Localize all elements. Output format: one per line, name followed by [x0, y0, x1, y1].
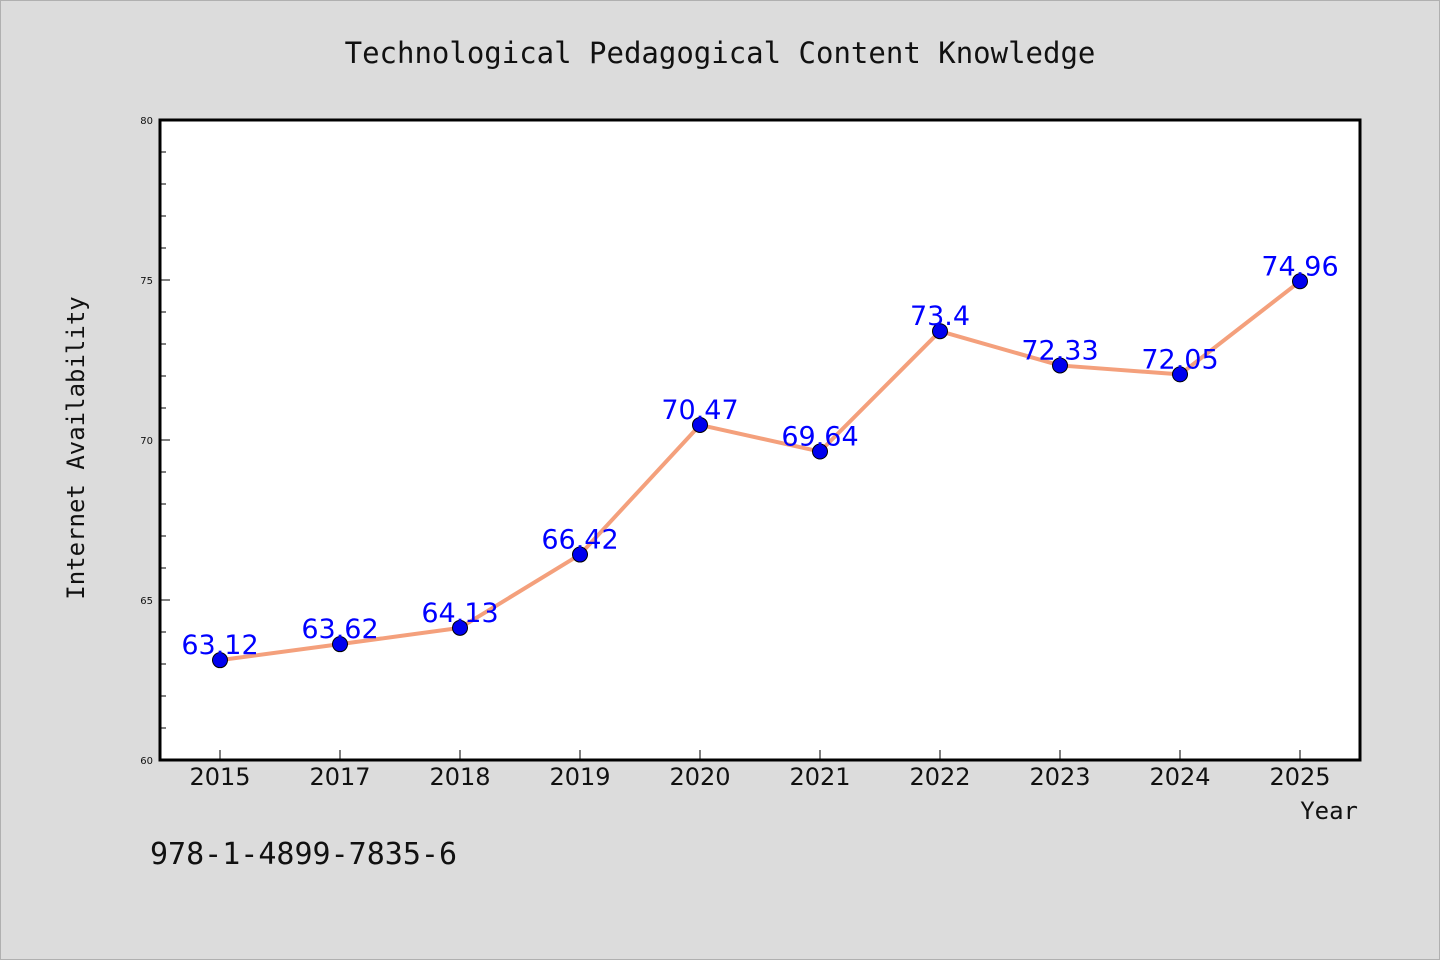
x-tick-label: 2022	[909, 763, 970, 791]
data-label: 66.42	[541, 525, 618, 556]
y-axis-label: Internet Availability	[62, 296, 90, 599]
data-point	[812, 443, 828, 460]
y-tick-label: 70	[140, 436, 153, 447]
y-tick-label: 75	[140, 276, 153, 287]
x-axis: 2015 2017 2018 2019 2020 2021 2022 2023 2024 2025	[189, 750, 1331, 791]
data-label: 63.62	[301, 614, 378, 645]
x-tick-label: 2019	[549, 763, 610, 791]
footer-isbn: 978-1-4899-7835-6	[150, 837, 457, 872]
x-axis-label: Year	[1300, 797, 1358, 825]
y-tick-label: 80	[140, 116, 153, 127]
y-tick-label: 65	[140, 596, 153, 607]
x-tick-label: 2024	[1149, 763, 1210, 791]
data-series: 63.12 63.62 64.13 66.42 70.47 69.64 73.4 72.33 7…	[181, 251, 1339, 669]
x-tick-label: 2018	[429, 763, 490, 791]
y-axis: 60 65 70 75 80	[140, 116, 170, 767]
data-point	[572, 546, 588, 563]
data-label: 70.47	[661, 395, 738, 426]
data-point	[1172, 366, 1188, 383]
x-tick-label: 2023	[1029, 763, 1090, 791]
x-tick-label: 2025	[1269, 763, 1330, 791]
x-tick-label: 2015	[189, 763, 250, 791]
x-tick-label: 2020	[669, 763, 730, 791]
chart-title: Technological Pedagogical Content Knowle…	[345, 36, 1096, 70]
data-point	[1292, 273, 1308, 290]
data-point	[692, 416, 708, 433]
data-point	[212, 652, 228, 669]
data-label: 72.33	[1021, 335, 1098, 366]
data-label: 64.13	[421, 598, 498, 629]
data-point	[932, 323, 948, 340]
data-point	[332, 636, 348, 653]
data-point	[452, 619, 468, 636]
x-tick-label: 2021	[789, 763, 850, 791]
data-label: 74.96	[1261, 251, 1338, 282]
data-label: 73.4	[910, 301, 970, 332]
x-tick-label: 2017	[309, 763, 370, 791]
series-line	[218, 279, 1302, 663]
data-label: 63.12	[181, 630, 258, 661]
data-label: 69.64	[781, 422, 858, 453]
data-label: 72.05	[1141, 344, 1218, 375]
y-tick-label: 60	[140, 756, 153, 767]
data-point	[1052, 357, 1068, 374]
